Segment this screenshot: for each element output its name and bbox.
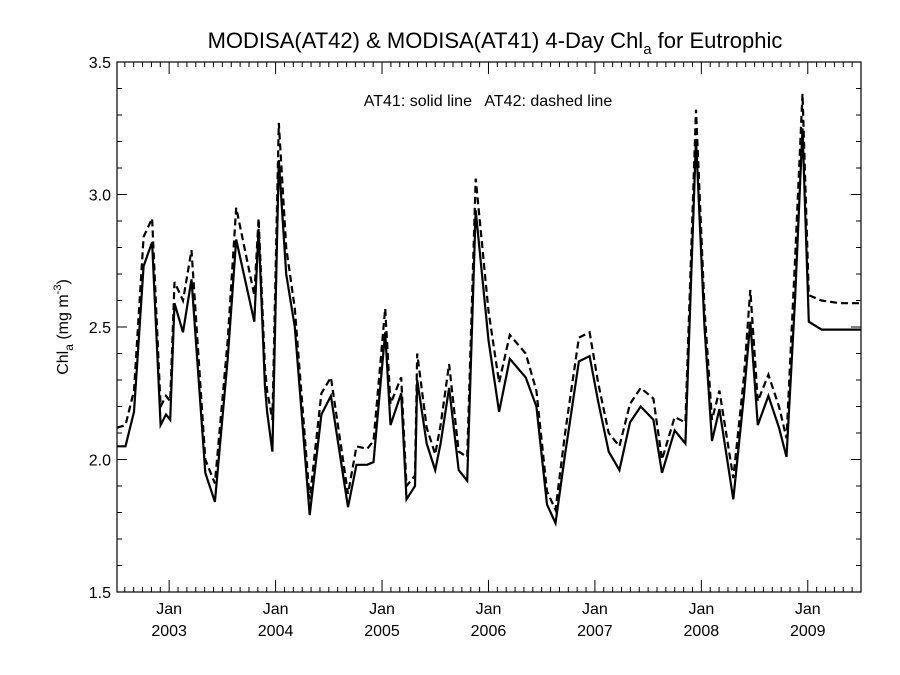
x-tick-month-label: Jan bbox=[263, 601, 289, 618]
y-axis-label: Chla (mg m-3) bbox=[52, 279, 76, 375]
x-tick-month-label: Jan bbox=[156, 601, 182, 618]
y-tick-label: 3.0 bbox=[89, 188, 111, 205]
x-tick-year-label: 2005 bbox=[364, 623, 400, 640]
x-tick-month-label: Jan bbox=[582, 601, 608, 618]
series-line-at41 bbox=[117, 128, 861, 527]
plot-axes: 1.5 2.0 2.5 3.0 3.5 Jan 2003 Jan 2004 Jan 2005 Jan 2… bbox=[89, 55, 862, 640]
y-tick-label: 3.5 bbox=[89, 55, 111, 72]
x-tick-year-label: 2009 bbox=[790, 623, 826, 640]
series-layer bbox=[116, 93, 861, 527]
x-tick-year-label: 2006 bbox=[471, 623, 507, 640]
chart-title-subscript: a bbox=[643, 41, 652, 58]
x-tick-year-label: 2007 bbox=[577, 623, 613, 640]
x-tick-year-label: 2008 bbox=[684, 623, 720, 640]
y-tick-label: 1.5 bbox=[89, 585, 111, 602]
chart-title: MODISA(AT42) & MODISA(AT41) 4-Day Chla f… bbox=[208, 28, 783, 58]
x-tick-month-label: Jan bbox=[795, 601, 821, 618]
x-tick-year-label: 2003 bbox=[151, 623, 187, 640]
series-line-at42 bbox=[116, 93, 861, 514]
y-tick-label: 2.0 bbox=[89, 453, 111, 470]
y-axis-label-units-end: ) bbox=[55, 279, 72, 284]
chart-title-suffix: for Eutrophic bbox=[652, 28, 783, 53]
x-tick-month-label: Jan bbox=[369, 601, 395, 618]
y-axis-label-subscript: a bbox=[62, 344, 76, 351]
series-annotation: AT41: solid line AT42: dashed line bbox=[364, 93, 613, 110]
y-tick-label: 2.5 bbox=[89, 320, 111, 337]
x-tick-year-label: 2004 bbox=[258, 623, 294, 640]
y-axis-label-superscript: -3 bbox=[52, 285, 64, 295]
x-tick-month-label: Jan bbox=[476, 601, 502, 618]
chart-title-main: MODISA(AT42) & MODISA(AT41) 4-Day Chl bbox=[208, 28, 644, 53]
y-axis-label-units: (mg m bbox=[55, 294, 72, 344]
x-tick-month-label: Jan bbox=[688, 601, 714, 618]
y-axis-label-base: Chl bbox=[55, 351, 72, 375]
